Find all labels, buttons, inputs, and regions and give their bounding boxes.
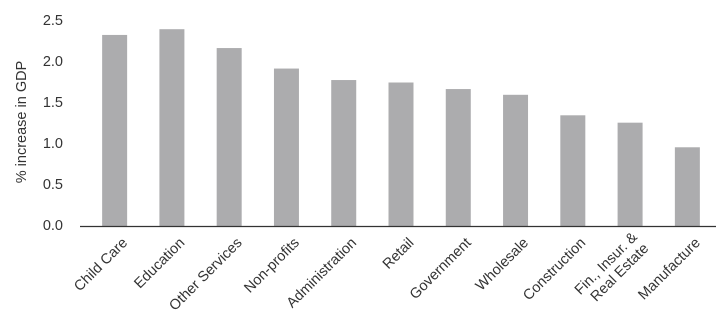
- x-tick-label: Wholesale: [473, 235, 532, 294]
- x-tick-label-line: Wholesale: [473, 235, 532, 294]
- y-tick-label: 0.5: [43, 177, 63, 193]
- x-tick-label: Education: [131, 235, 188, 292]
- bar: [331, 80, 357, 226]
- y-tick-label: 1.5: [43, 95, 63, 111]
- x-tick-label: Child Care: [71, 235, 131, 295]
- x-tick-label: Retail: [380, 235, 418, 273]
- x-tick-label: Government: [407, 235, 475, 303]
- x-tick-label: Non-profits: [241, 235, 302, 296]
- x-tick-label-line: Retail: [380, 235, 418, 273]
- x-tick-label-line: Manufacture: [635, 235, 703, 303]
- y-tick-label: 0.0: [43, 218, 63, 234]
- bar: [216, 48, 242, 227]
- y-tick-label: 2.5: [43, 13, 63, 29]
- bar: [503, 94, 529, 226]
- y-axis-ticks: 0.0 0.5 1.0 1.5 2.0 2.5: [43, 13, 63, 234]
- bar: [388, 82, 414, 226]
- bars: [102, 29, 700, 227]
- bar: [560, 115, 586, 226]
- y-axis-label: % increase in GDP: [14, 61, 30, 184]
- x-tick-label-line: Government: [407, 235, 475, 303]
- bar: [445, 89, 471, 226]
- x-tick-label: Manufacture: [635, 235, 703, 303]
- bar: [273, 68, 299, 226]
- x-tick-label-line: Education: [131, 235, 188, 292]
- x-tick-label-line: Child Care: [71, 235, 131, 295]
- bar: [617, 122, 643, 226]
- y-tick-label: 2.0: [43, 54, 63, 70]
- x-tick-label-line: Non-profits: [241, 235, 302, 296]
- bar: [159, 29, 185, 227]
- y-tick-label: 1.0: [43, 136, 63, 152]
- bar: [102, 34, 128, 226]
- bar: [674, 147, 700, 226]
